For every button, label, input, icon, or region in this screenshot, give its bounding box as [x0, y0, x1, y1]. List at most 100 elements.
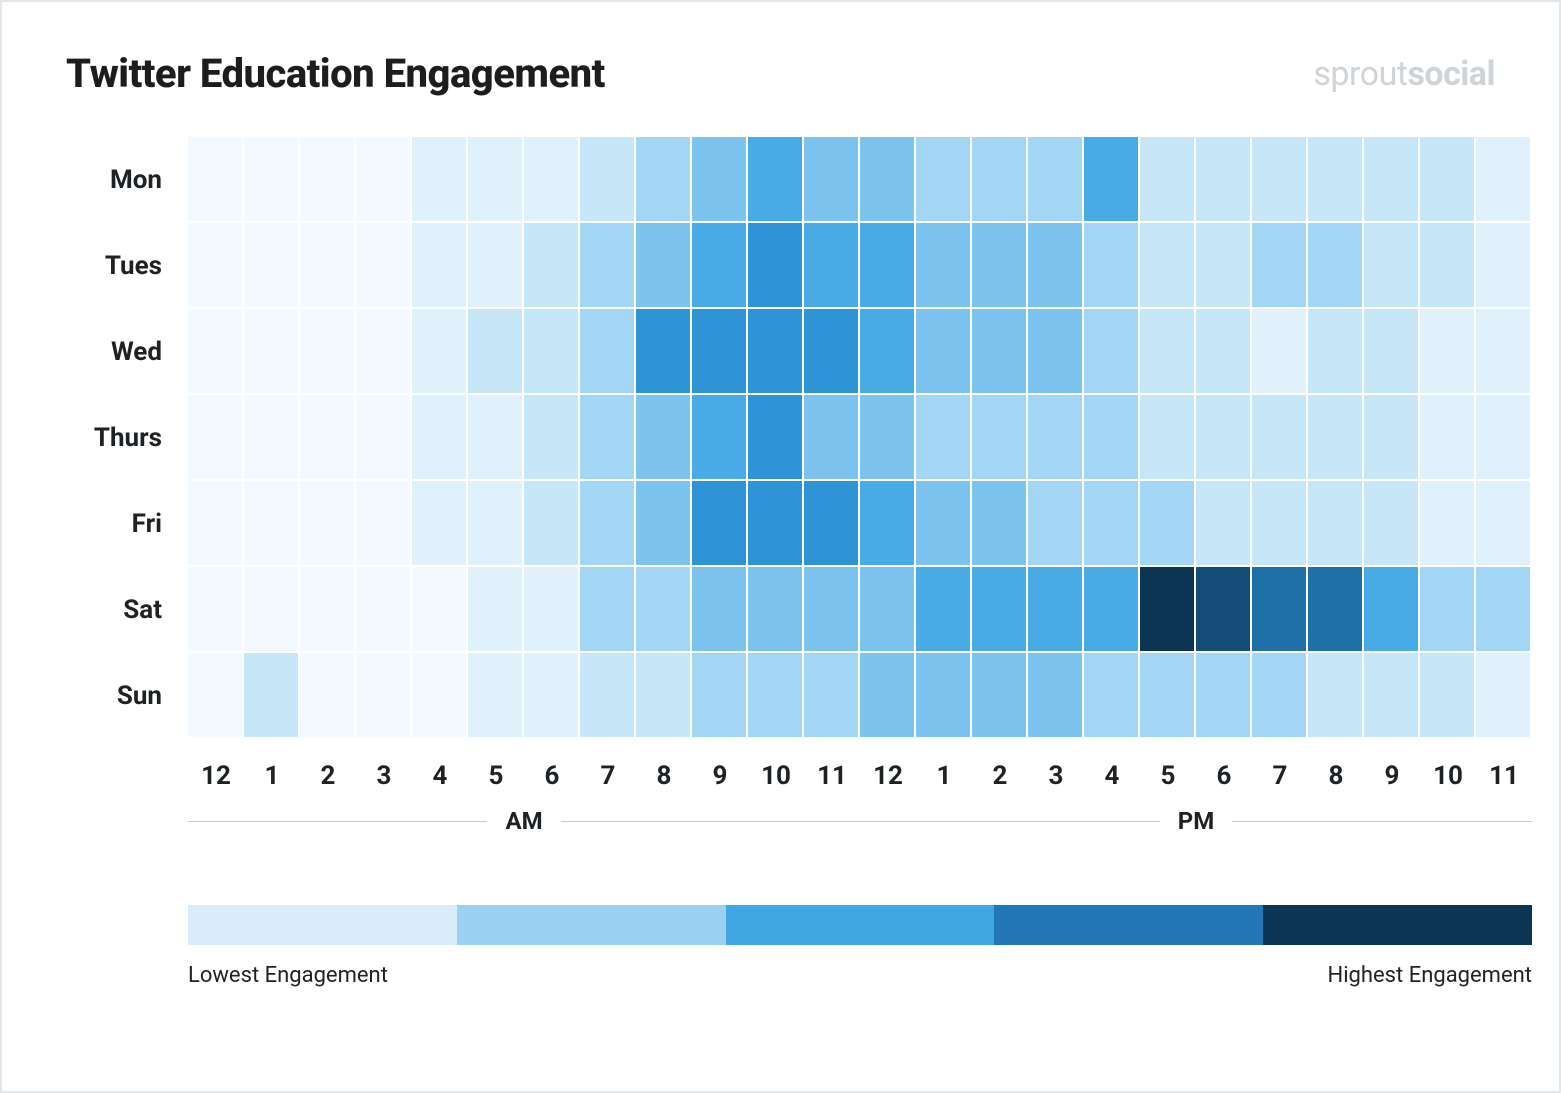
heatmap-cell [1252, 395, 1306, 479]
heatmap-cell [804, 137, 858, 221]
heatmap-cell [1196, 481, 1250, 565]
x-axis-labels: 121234567891011121234567891011 [188, 761, 1532, 791]
heatmap-cell [860, 309, 914, 393]
heatmap-cell [916, 567, 970, 651]
heatmap-cell [1420, 395, 1474, 479]
heatmap-cell [972, 309, 1026, 393]
heatmap-cell [860, 137, 914, 221]
heatmap-cell [244, 653, 298, 737]
heatmap-cell [692, 653, 746, 737]
heatmap-cell [804, 653, 858, 737]
x-label: 10 [1420, 761, 1476, 791]
heatmap-cell [1308, 481, 1362, 565]
heatmap-cell [860, 567, 914, 651]
y-label: Sun [66, 653, 176, 739]
legend-segment [726, 905, 995, 945]
heatmap-cell [1084, 395, 1138, 479]
heatmap-cell [1476, 309, 1530, 393]
heatmap-cell [1196, 223, 1250, 307]
heatmap-cell [244, 395, 298, 479]
x-label: 4 [1084, 761, 1140, 791]
heatmap-cell [1364, 137, 1418, 221]
heatmap-cell [1308, 309, 1362, 393]
heatmap-cell [804, 481, 858, 565]
heatmap-cell [1308, 137, 1362, 221]
heatmap-cell [580, 223, 634, 307]
x-label: 6 [1196, 761, 1252, 791]
heatmap-cell [580, 567, 634, 651]
heatmap-cell [972, 567, 1026, 651]
heatmap-cell [1476, 395, 1530, 479]
heatmap-cell [188, 567, 242, 651]
heatmap-cell [1420, 223, 1474, 307]
heatmap-cell [188, 653, 242, 737]
heatmap-cell [1140, 309, 1194, 393]
heatmap-cell [1140, 653, 1194, 737]
heatmap-cell [1140, 395, 1194, 479]
heatmap-cell [300, 567, 354, 651]
heatmap-cell [860, 653, 914, 737]
legend-low-label: Lowest Engagement [188, 963, 388, 988]
x-label: 11 [1476, 761, 1532, 791]
brand-logo: sproutsocial [1313, 54, 1495, 94]
heatmap-cell [1028, 137, 1082, 221]
heatmap-cell [244, 223, 298, 307]
pm-section: PM [860, 807, 1532, 835]
heatmap-cell [972, 481, 1026, 565]
heatmap-cell [636, 223, 690, 307]
x-label: 12 [860, 761, 916, 791]
heatmap-cell [300, 653, 354, 737]
x-label: 1 [916, 761, 972, 791]
legend-high-label: Highest Engagement [1328, 963, 1533, 988]
heatmap-cell [300, 223, 354, 307]
heatmap-row [188, 309, 1532, 395]
heatmap-cell [1028, 309, 1082, 393]
x-label: 3 [1028, 761, 1084, 791]
heatmap-cell [356, 567, 410, 651]
am-label: AM [487, 807, 560, 835]
heatmap-cell [580, 481, 634, 565]
heatmap-grid [188, 137, 1532, 739]
heatmap-cell [356, 481, 410, 565]
heatmap-cell [468, 653, 522, 737]
heatmap-cell [1364, 395, 1418, 479]
heatmap-cell [1364, 481, 1418, 565]
x-label: 5 [468, 761, 524, 791]
heatmap-cell [692, 137, 746, 221]
heatmap-cell [916, 395, 970, 479]
heatmap-cell [1196, 309, 1250, 393]
x-label: 6 [524, 761, 580, 791]
heatmap-cell [188, 481, 242, 565]
heatmap-cell [636, 395, 690, 479]
heatmap-cell [1084, 481, 1138, 565]
heatmap-cell [1308, 395, 1362, 479]
heatmap-cell [412, 395, 466, 479]
heatmap-cell [860, 223, 914, 307]
heatmap-cell [1420, 309, 1474, 393]
heatmap-cell [300, 137, 354, 221]
x-label: 12 [188, 761, 244, 791]
heatmap-cell [188, 309, 242, 393]
heatmap-cell [1364, 567, 1418, 651]
heatmap-cell [580, 395, 634, 479]
y-axis-labels: MonTuesWedThursFriSatSun [66, 137, 176, 739]
heatmap-cell [1420, 653, 1474, 737]
heatmap-cell [300, 481, 354, 565]
y-label: Fri [66, 481, 176, 567]
heatmap-cell [1140, 137, 1194, 221]
am-section: AM [188, 807, 860, 835]
heatmap-row [188, 137, 1532, 223]
heatmap-cell [580, 309, 634, 393]
heatmap-cell [188, 395, 242, 479]
x-label: 8 [1308, 761, 1364, 791]
y-label: Wed [66, 309, 176, 395]
heatmap-cell [972, 395, 1026, 479]
heatmap-cell [1084, 223, 1138, 307]
heatmap-cell [1364, 309, 1418, 393]
heatmap-cell [524, 309, 578, 393]
heatmap-row [188, 653, 1532, 739]
heatmap-cell [1252, 481, 1306, 565]
heatmap-cell [468, 137, 522, 221]
heatmap-cell [1140, 481, 1194, 565]
x-label: 1 [244, 761, 300, 791]
